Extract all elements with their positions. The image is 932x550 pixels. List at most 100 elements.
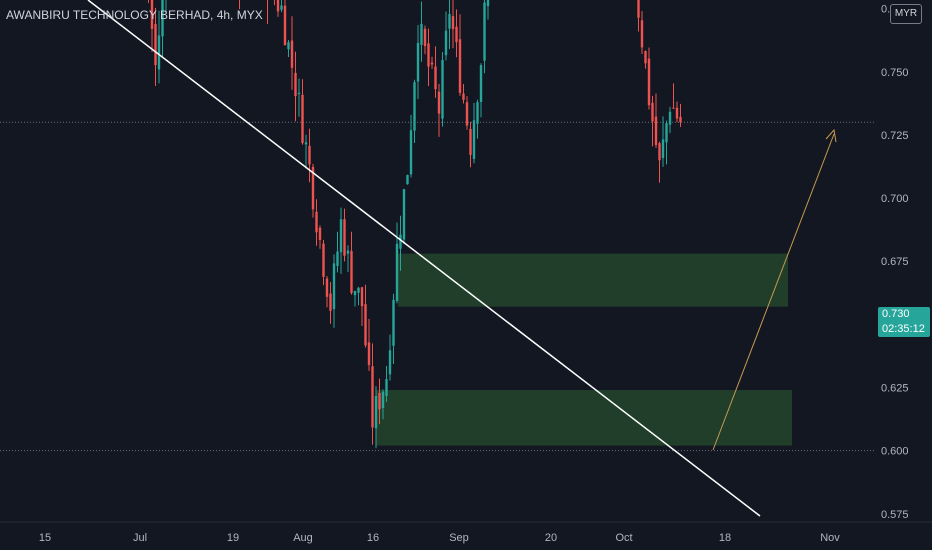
candle-body [353, 290, 357, 296]
time-tick-label: Sep [449, 532, 469, 544]
price-axis[interactable]: 0.5750.6000.6250.6500.6750.7000.7250.750… [876, 0, 932, 522]
candle-body [315, 211, 318, 233]
candle [274, 0, 275, 6]
candle [469, 121, 472, 168]
candle [395, 222, 399, 304]
candle-body [276, 0, 280, 12]
candle [679, 103, 682, 127]
candle [458, 14, 462, 96]
candle-body [378, 392, 381, 410]
candle [350, 231, 353, 295]
time-tick-label: 15 [39, 532, 51, 544]
candle [654, 93, 658, 148]
candle [339, 207, 343, 275]
time-tick-label: 19 [227, 532, 239, 544]
price-tick-label: 0.700 [881, 193, 909, 205]
candle-body [441, 60, 444, 119]
price-tick-label: 0.725 [881, 130, 909, 142]
candle-body [364, 304, 367, 346]
candle [308, 128, 311, 183]
candle-body [311, 166, 315, 210]
candle [437, 83, 441, 137]
last-price-tag: 0.730 02:35:12 [878, 307, 930, 337]
candle-body [399, 234, 402, 249]
candle-body [154, 23, 157, 66]
candle-body [157, 35, 161, 70]
zones-layer [376, 253, 792, 446]
candle [165, 0, 167, 14]
candle [479, 63, 483, 118]
candle [402, 188, 406, 245]
price-tick-label: 0.675 [881, 256, 909, 268]
candle-body [637, 0, 640, 18]
candle-body [339, 219, 343, 253]
candle-body [437, 91, 441, 114]
candle-body [385, 379, 388, 396]
candle-body [402, 189, 406, 240]
candle [325, 275, 329, 308]
candle-body [322, 243, 325, 277]
candle [157, 10, 161, 84]
time-tick-label: Jul [133, 532, 147, 544]
candle-body [479, 65, 483, 102]
candle-body [392, 299, 395, 346]
candle [651, 95, 654, 147]
candle [483, 0, 486, 74]
candle-body [161, 0, 164, 37]
projection-arrow-line[interactable] [712, 133, 835, 451]
time-tick-label: Nov [820, 532, 840, 544]
candle [661, 116, 665, 167]
price-tick-label: 0.625 [881, 383, 909, 395]
support-zone-lower[interactable] [376, 390, 792, 446]
candle [416, 25, 420, 100]
candle-body [462, 93, 465, 100]
candle-body [343, 219, 346, 256]
candle-body [451, 16, 455, 30]
candle-body [371, 366, 374, 428]
currency-badge[interactable]: MYR [890, 4, 922, 24]
candle-body [388, 350, 392, 375]
candle-body [679, 116, 682, 123]
candle [294, 51, 297, 122]
candle [267, 0, 268, 24]
candle-body [308, 145, 311, 165]
candle [315, 199, 318, 246]
dotted-levels-layer [0, 121, 875, 452]
candle [374, 386, 378, 449]
candle [455, 9, 458, 58]
candle-body [672, 107, 675, 109]
candle [148, 0, 149, 3]
support-zone-upper[interactable] [398, 253, 788, 307]
candle-body [486, 0, 490, 7]
candle [276, 0, 280, 17]
candle [290, 16, 294, 90]
candle-body [455, 26, 458, 43]
candle [472, 102, 476, 164]
candle [640, 10, 644, 54]
candle [399, 215, 402, 271]
time-axis[interactable]: 15 Jul 19 Aug 16 Sep 20 Oct 18 Nov [0, 521, 932, 550]
time-tick-label: 18 [719, 532, 731, 544]
time-tick-label: 16 [367, 532, 379, 544]
drawings-layer[interactable] [87, 0, 837, 517]
candle [283, 0, 287, 46]
candle [297, 78, 301, 117]
last-price-value: 0.730 [882, 308, 910, 320]
projection-arrow-head [825, 128, 837, 143]
candle-body [332, 263, 336, 310]
candle [385, 365, 388, 402]
descending-trendline[interactable] [87, 0, 761, 517]
candle [427, 28, 430, 86]
candle-body [346, 250, 350, 254]
candle-body [640, 20, 644, 48]
candle [318, 225, 322, 249]
candle-body [675, 107, 679, 119]
candle [444, 11, 448, 61]
candle [486, 0, 490, 20]
candle-body [374, 395, 378, 429]
candle-body [476, 102, 479, 124]
candle [161, 0, 164, 57]
candle [476, 99, 479, 139]
candle [381, 389, 385, 420]
